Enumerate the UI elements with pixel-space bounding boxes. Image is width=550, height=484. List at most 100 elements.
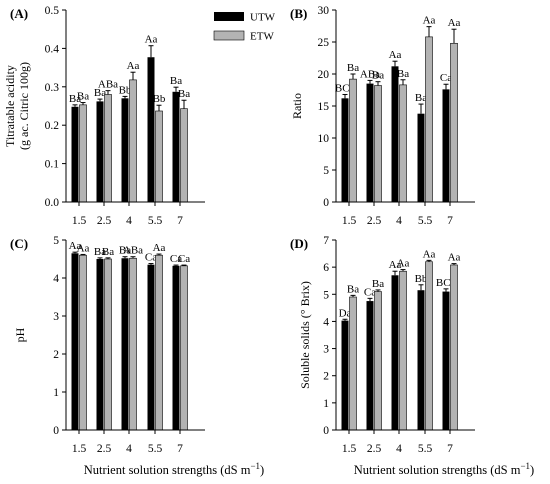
bar-data-label: Ba	[178, 88, 190, 100]
x-tick-label: 4	[396, 443, 402, 455]
x-tick-label: 7	[177, 443, 183, 455]
bar-utw	[442, 291, 450, 430]
y-tick-label: 0.4	[45, 43, 60, 55]
panel-letter: (C)	[10, 236, 28, 251]
bar-data-label: ABa	[123, 245, 143, 257]
bar-etw	[450, 42, 458, 203]
x-tick-label: 7	[447, 215, 453, 227]
bar-data-label: Aa	[423, 248, 436, 260]
x-axis-label-right: Nutrient solution strengths (dS m−1)	[354, 461, 534, 477]
y-tick-label: 0.0	[45, 197, 60, 209]
bar-etw	[79, 104, 87, 203]
x-tick-label: 5.5	[418, 443, 433, 455]
bar-utw	[121, 258, 129, 430]
bar-data-label: Aa	[69, 240, 82, 252]
legend-swatch-etw	[213, 30, 245, 41]
panel-letter: (D)	[290, 236, 308, 251]
x-axis-label-right-sup: −1	[520, 461, 530, 471]
bar-data-label: Ca	[145, 252, 157, 264]
bar-data-label: Ca	[364, 286, 376, 298]
y-tick-label: 0.5	[45, 5, 60, 17]
bar-utw	[172, 91, 180, 202]
y-tick-label: 15	[318, 101, 330, 113]
y-tick-label: 20	[318, 69, 330, 81]
y-tick-label: 0	[53, 425, 59, 437]
bar-utw	[341, 320, 349, 430]
bar-utw	[96, 259, 104, 430]
y-tick-label: 4	[323, 316, 329, 328]
bar-data-label: Ba	[102, 246, 114, 258]
bar-utw	[121, 98, 129, 202]
bar-data-label: Ba	[372, 278, 384, 290]
bar-utw	[96, 101, 104, 202]
bar-data-label: Aa	[77, 242, 90, 254]
bar-etw	[180, 108, 188, 203]
bar-data-label: Da	[339, 307, 352, 319]
bar-data-label: Ba	[397, 68, 409, 80]
x-tick-label: 4	[126, 215, 132, 227]
x-axis-label-right-close: )	[530, 463, 534, 477]
y-tick-label: 2	[323, 371, 329, 383]
y-tick-label: 2	[53, 349, 59, 361]
bar-etw	[129, 79, 137, 203]
bar-etw	[399, 270, 407, 431]
y-tick-label: 0.3	[45, 82, 60, 94]
bar-data-label: Aa	[423, 15, 436, 27]
x-tick-label: 5.5	[148, 215, 163, 227]
y-tick-label: 6	[323, 262, 329, 274]
bar-data-label: Ba	[94, 87, 106, 99]
bar-etw	[155, 254, 163, 431]
x-tick-label: 4	[126, 443, 132, 455]
bar-data-label: Ba	[347, 62, 359, 74]
bar-utw	[442, 89, 450, 202]
bar-data-label: Aa	[389, 49, 402, 61]
y-tick-label: 3	[53, 311, 59, 323]
bar-data-label: Aa	[389, 259, 402, 271]
legend-swatch-utw	[214, 12, 244, 21]
y-axis-label: Titratable acidity	[3, 65, 17, 147]
bar-etw	[450, 264, 458, 431]
bar-utw	[341, 98, 349, 202]
x-tick-label: 4	[396, 215, 402, 227]
bar-data-label: Bb	[153, 93, 166, 105]
bar-etw	[129, 257, 137, 431]
bar-etw	[155, 110, 163, 203]
bar-data-label: Bb	[415, 273, 428, 285]
x-axis-label-left-sup: −1	[250, 461, 260, 471]
bar-utw	[366, 301, 374, 430]
bar-data-label: Ba	[119, 245, 131, 257]
x-tick-label: 2.5	[97, 443, 112, 455]
bar-data-label: Ca	[170, 253, 182, 265]
bar-etw	[349, 296, 357, 431]
y-axis-label: pH	[13, 327, 27, 342]
bar-data-label: Aa	[448, 17, 461, 29]
bar-etw	[349, 78, 357, 203]
bar-utw	[366, 83, 374, 202]
bar-data-label: Ba	[415, 92, 427, 104]
y-tick-label: 0	[323, 425, 329, 437]
x-tick-label: 1.5	[342, 215, 357, 227]
legend-label-etw: ETW	[250, 31, 274, 43]
y-tick-label: 1	[53, 387, 59, 399]
x-tick-label: 5.5	[418, 215, 433, 227]
x-tick-label: 2.5	[367, 443, 382, 455]
y-tick-label: 0	[323, 197, 329, 209]
bar-etw	[425, 261, 433, 431]
panel-4: (D) 0 1 2 3 4 5 6 7 Soluble solids (° Brix) 1.5 2.5…	[290, 235, 475, 455]
bar-utw	[391, 275, 399, 430]
panel-letter: (B)	[290, 6, 307, 21]
bar-data-label: ABa	[360, 68, 380, 80]
y-tick-label: 30	[318, 5, 330, 17]
bar-etw	[104, 94, 112, 203]
bar-utw	[71, 106, 79, 202]
x-tick-label: 1.5	[342, 443, 357, 455]
bar-etw	[425, 36, 433, 203]
bar-data-label: Ba	[372, 70, 384, 82]
y-tick-label: 0.2	[45, 120, 60, 132]
y-axis-label: Soluble solids (° Brix)	[298, 281, 312, 389]
x-tick-label: 2.5	[367, 215, 382, 227]
bar-utw	[172, 265, 180, 430]
legend: UTW ETW	[213, 12, 276, 43]
